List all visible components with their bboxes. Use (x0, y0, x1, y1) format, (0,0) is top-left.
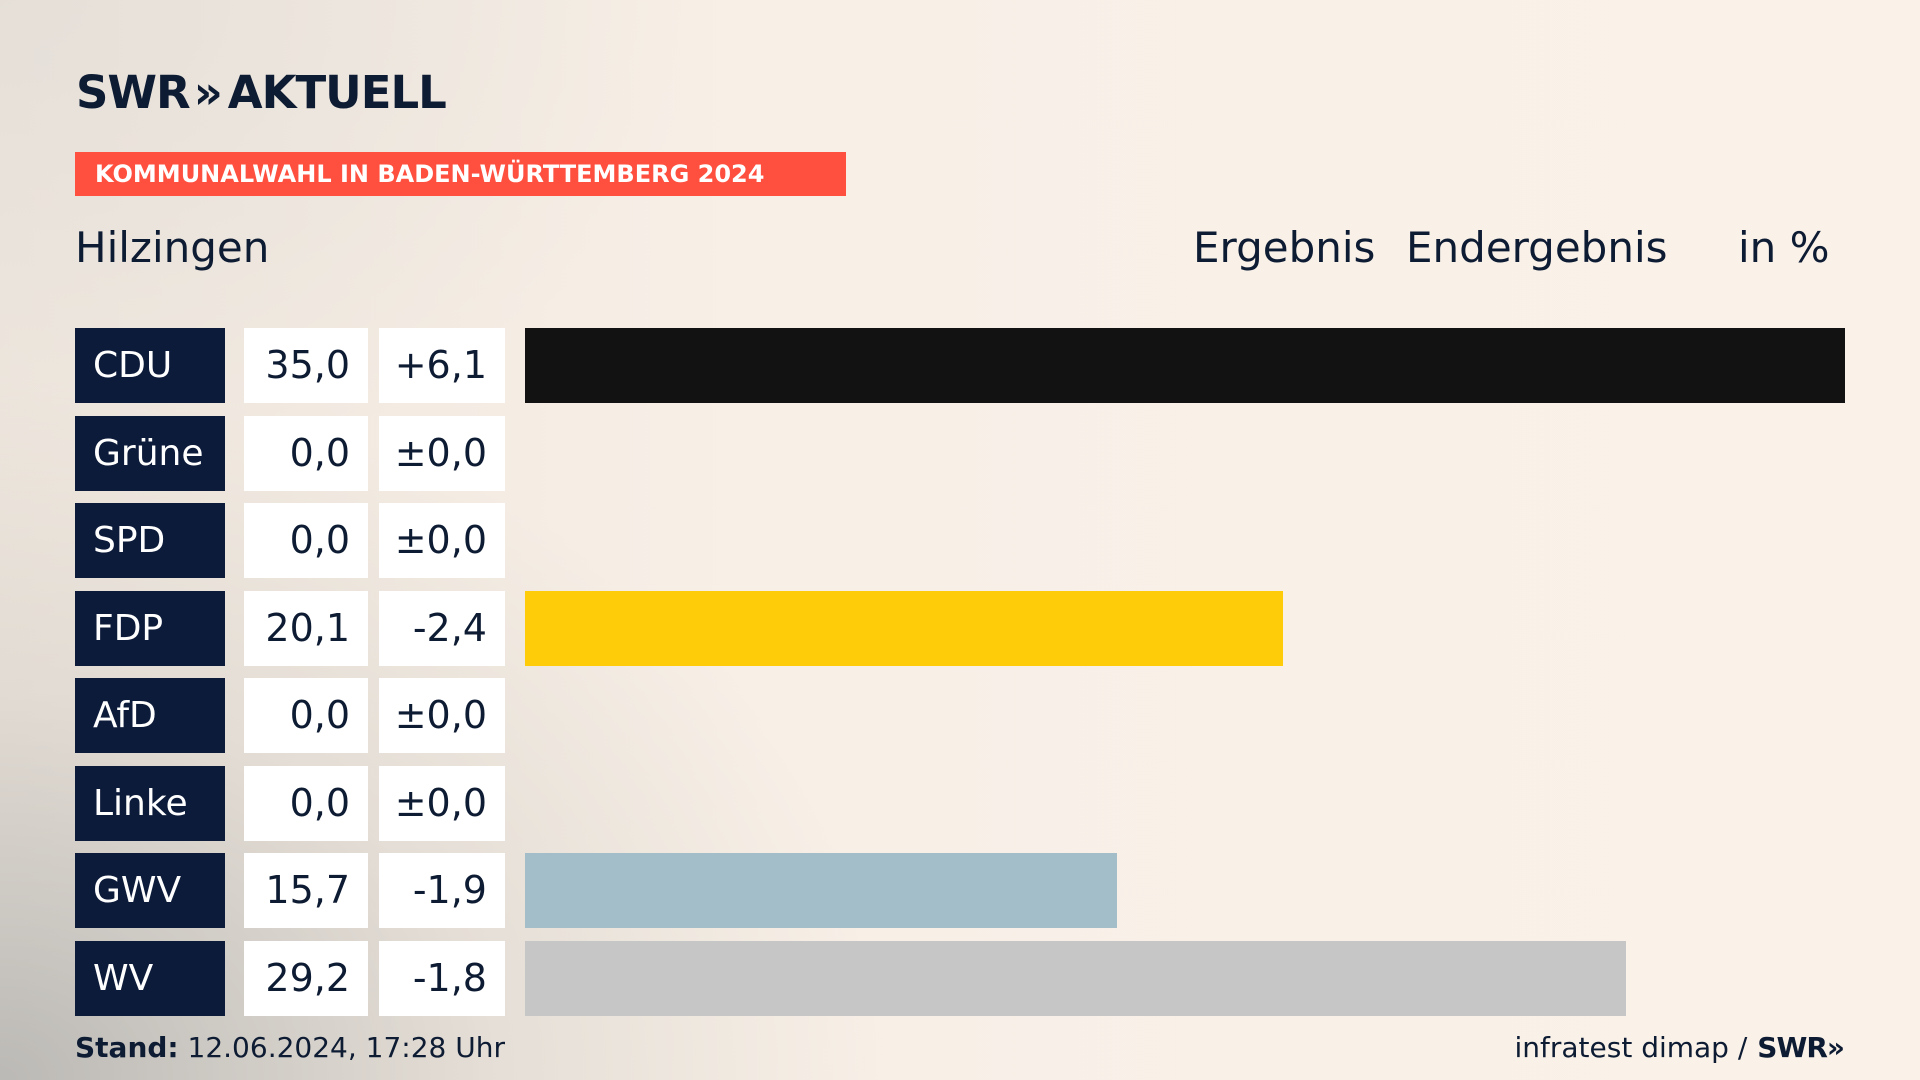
party-change-5: ±0,0 (379, 766, 505, 841)
status-label: Endergebnis (1406, 223, 1668, 272)
party-value-2: 0,0 (244, 503, 368, 578)
swr-small-logo: SWR» (1757, 1031, 1845, 1064)
party-label-5: Linke (75, 766, 225, 841)
election-banner: KOMMUNALWAHL IN BADEN-WÜRTTEMBERG 2024 (75, 152, 846, 196)
party-change-3: -2,4 (379, 591, 505, 666)
party-label-4: AfD (75, 678, 225, 753)
party-value-6: 15,7 (244, 853, 368, 928)
logo-chevron-icon: » (193, 65, 223, 119)
party-bar-3 (525, 591, 1283, 666)
party-bar-7 (525, 941, 1626, 1016)
party-change-4: ±0,0 (379, 678, 505, 753)
party-value-5: 0,0 (244, 766, 368, 841)
source-credit: infratest dimap / SWR» (1514, 1030, 1845, 1066)
party-change-7: -1,8 (379, 941, 505, 1016)
party-label-7: WV (75, 941, 225, 1016)
logo-aktuell: AKTUELL (227, 65, 447, 119)
party-value-1: 0,0 (244, 416, 368, 491)
party-label-6: GWV (75, 853, 225, 928)
location-title: Hilzingen (75, 223, 270, 272)
party-label-3: FDP (75, 591, 225, 666)
source-text: infratest dimap / (1514, 1031, 1748, 1064)
stand-value: 12.06.2024, 17:28 Uhr (187, 1031, 505, 1064)
party-change-0: +6,1 (379, 328, 505, 403)
result-column-label: Ergebnis (1193, 223, 1376, 272)
timestamp: Stand: 12.06.2024, 17:28 Uhr (75, 1030, 505, 1066)
unit-label: in % (1738, 223, 1830, 272)
stand-label: Stand: (75, 1031, 179, 1064)
party-label-2: SPD (75, 503, 225, 578)
party-label-0: CDU (75, 328, 225, 403)
party-change-2: ±0,0 (379, 503, 505, 578)
swr-aktuell-logo: SWR » AKTUELL (76, 66, 447, 119)
party-value-0: 35,0 (244, 328, 368, 403)
party-value-4: 0,0 (244, 678, 368, 753)
party-label-1: Grüne (75, 416, 225, 491)
party-change-6: -1,9 (379, 853, 505, 928)
party-bar-6 (525, 853, 1117, 928)
party-value-3: 20,1 (244, 591, 368, 666)
party-value-7: 29,2 (244, 941, 368, 1016)
party-bar-0 (525, 328, 1845, 403)
logo-swr: SWR (76, 65, 191, 119)
party-change-1: ±0,0 (379, 416, 505, 491)
